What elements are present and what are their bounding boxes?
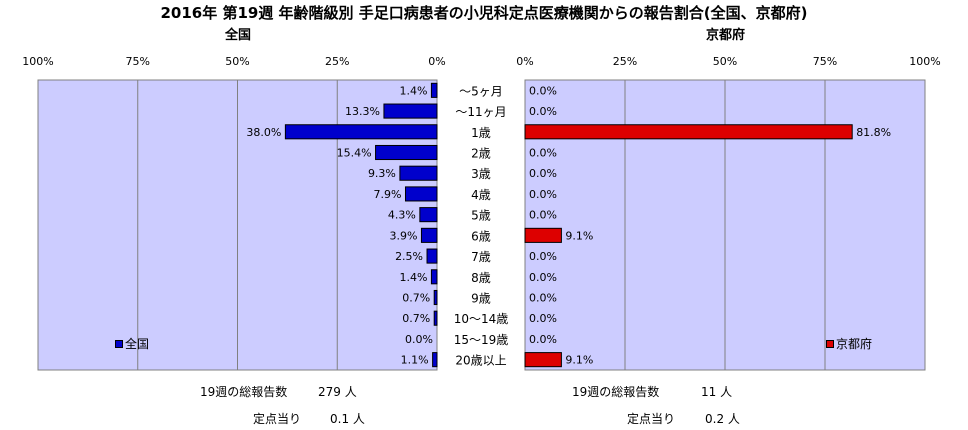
kyoto-data-label: 0.0% — [529, 312, 557, 325]
national-data-label: 38.0% — [246, 126, 281, 139]
kyoto-tick-label: 100% — [909, 55, 940, 68]
kyoto-tick-label: 50% — [713, 55, 737, 68]
kyoto-tick-label: 25% — [613, 55, 637, 68]
kyoto-data-label: 9.1% — [565, 354, 593, 367]
kyoto-bar — [524, 227, 562, 243]
national-legend-swatch — [115, 339, 123, 348]
national-legend: 全国 — [115, 335, 149, 352]
kyoto-legend-label: 京都府 — [836, 337, 873, 351]
national-data-label: 13.3% — [345, 105, 380, 118]
national-per-value: 0.1 人 — [330, 412, 365, 426]
national-bar — [433, 289, 438, 306]
kyoto-total-label: 19週の総報告数 — [572, 385, 660, 399]
kyoto-panel-title: 京都府 — [706, 28, 746, 43]
national-legend-label: 全国 — [125, 337, 150, 351]
kyoto-data-label: 0.0% — [529, 84, 557, 97]
national-total-label: 19週の総報告数 — [200, 385, 288, 399]
category-label: 4歳 — [471, 188, 491, 202]
national-data-label: 2.5% — [395, 250, 423, 263]
national-bar — [426, 248, 438, 264]
national-data-label: 4.3% — [388, 209, 416, 222]
national-bar — [433, 310, 438, 326]
national-data-label: 0.0% — [405, 333, 433, 346]
kyoto-data-label: 0.0% — [529, 147, 557, 160]
category-label: 6歳 — [471, 229, 491, 243]
kyoto-data-label: 0.0% — [529, 271, 557, 284]
national-data-label: 15.4% — [337, 147, 372, 160]
national-total-value: 279 人 — [318, 385, 357, 399]
national-bar — [404, 186, 438, 202]
kyoto-data-label: 0.0% — [529, 105, 557, 118]
national-bar — [399, 165, 438, 181]
national-data-label: 0.7% — [402, 292, 430, 305]
kyoto-data-label: 0.0% — [529, 209, 557, 222]
category-label: ～11ヶ月 — [455, 105, 506, 119]
national-data-label: 1.4% — [399, 84, 427, 97]
kyoto-per-label: 定点当り — [627, 412, 676, 426]
kyoto-data-label: 0.0% — [529, 188, 557, 201]
kyoto-data-label: 0.0% — [529, 250, 557, 263]
national-bar — [419, 207, 438, 223]
kyoto-total-value: 11 人 — [701, 385, 733, 399]
national-bar — [430, 82, 438, 98]
category-label: 1歳 — [471, 126, 491, 140]
category-label: 2歳 — [471, 147, 491, 161]
national-tick-label: 75% — [126, 55, 150, 68]
national-bar — [383, 103, 438, 119]
national-data-label: 1.1% — [401, 354, 429, 367]
national-tick-label: 25% — [325, 55, 349, 68]
national-bar — [432, 352, 438, 368]
category-label: 9歳 — [471, 292, 491, 306]
national-tick-label: 50% — [225, 55, 249, 68]
national-data-label: 9.3% — [368, 167, 396, 180]
category-label: 7歳 — [471, 250, 491, 264]
kyoto-tick-label: 0% — [516, 55, 533, 68]
chart-title: 2016年 第19週 年齢階級別 手足口病患者の小児科定点医療機関からの報告割合… — [160, 4, 808, 22]
kyoto-data-label: 0.0% — [529, 333, 557, 346]
national-bar — [430, 269, 438, 285]
national-bar — [375, 144, 438, 161]
kyoto-data-label: 81.8% — [856, 126, 891, 139]
category-label: 20歳以上 — [455, 354, 506, 368]
kyoto-bar — [524, 352, 562, 368]
national-tick-label: 0% — [428, 55, 445, 68]
national-data-label: 3.9% — [389, 229, 417, 242]
national-data-label: 0.7% — [402, 312, 430, 325]
national-per-label: 定点当り — [253, 412, 302, 426]
kyoto-legend: 京都府 — [826, 335, 872, 352]
category-label: ～5ヶ月 — [459, 84, 503, 98]
kyoto-per-value: 0.2 人 — [705, 412, 740, 426]
national-data-label: 1.4% — [399, 271, 427, 284]
national-panel-title: 全国 — [225, 28, 252, 43]
national-data-label: 7.9% — [374, 188, 402, 201]
kyoto-data-label: 0.0% — [529, 292, 557, 305]
national-bar — [420, 227, 438, 243]
kyoto-legend-swatch — [826, 339, 834, 348]
kyoto-tick-label: 75% — [813, 55, 837, 68]
kyoto-data-label: 9.1% — [565, 229, 593, 242]
category-label: 10～14歳 — [454, 312, 509, 326]
category-label: 8歳 — [471, 271, 491, 285]
category-label: 5歳 — [471, 209, 491, 223]
category-label: 15～19歳 — [454, 333, 509, 347]
national-bar — [284, 124, 438, 140]
kyoto-bar — [524, 124, 853, 140]
kyoto-data-label: 0.0% — [529, 167, 557, 180]
national-tick-label: 100% — [22, 55, 53, 68]
category-label: 3歳 — [471, 167, 491, 181]
